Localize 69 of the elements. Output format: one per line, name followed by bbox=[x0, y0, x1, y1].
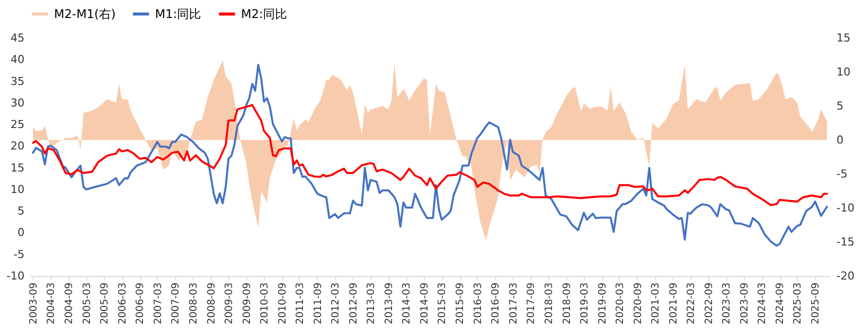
x-tick-label: 2011-03 bbox=[294, 282, 306, 324]
x-tick-label: 2020-03 bbox=[614, 282, 626, 324]
x-tick-label: 2025-09 bbox=[810, 282, 822, 324]
y-tick-label: 5 bbox=[18, 204, 24, 218]
y-tick-label: 10 bbox=[10, 182, 24, 196]
x-tick-label: 2011-09 bbox=[312, 282, 324, 324]
x-tick-label: 2016-03 bbox=[472, 282, 484, 324]
x-tick-label: 2018-09 bbox=[562, 282, 573, 324]
x-tick-label: 2006-03 bbox=[117, 282, 128, 324]
y-tick-label: 45 bbox=[10, 32, 24, 44]
y2-tick-label: 10 bbox=[836, 66, 850, 78]
y-tick-label: -5 bbox=[14, 248, 24, 261]
x-tick-label: 2005-03 bbox=[82, 282, 93, 324]
y2-tick-label: 5 bbox=[836, 100, 844, 112]
x-tick-label: 2022-03 bbox=[686, 282, 698, 324]
y-tick-label: 30 bbox=[10, 96, 24, 110]
x-tick-label: 2019-09 bbox=[597, 282, 608, 324]
x-tick-label: 2015-03 bbox=[437, 282, 448, 324]
x-tick-label: 2023-09 bbox=[739, 282, 750, 324]
x-tick-label: 2017-09 bbox=[526, 282, 538, 324]
y-tick-label: 40 bbox=[10, 53, 24, 66]
x-tick-label: 2009-03 bbox=[224, 282, 235, 324]
y-tick-label: 35 bbox=[10, 74, 24, 88]
x-tick-label: 2020-09 bbox=[632, 282, 644, 324]
line-series bbox=[32, 104, 828, 206]
x-tick-label: 2021-03 bbox=[650, 282, 662, 324]
x-tick-label: 2012-09 bbox=[348, 282, 360, 324]
x-tick-label: 2017-03 bbox=[508, 282, 520, 324]
x-tick-label: 2024-09 bbox=[775, 282, 786, 324]
x-tick-label: 2019-03 bbox=[579, 282, 590, 324]
y-tick-label: 0 bbox=[18, 226, 24, 240]
x-tick-label: 2021-09 bbox=[668, 282, 680, 324]
y-tick-label: 25 bbox=[10, 118, 24, 132]
x-tick-label: 2014-03 bbox=[402, 282, 413, 324]
x-tick-label: 2004-03 bbox=[46, 282, 58, 324]
x-tick-label: 2007-09 bbox=[170, 282, 182, 324]
x-tick-label: 2007-03 bbox=[152, 282, 164, 324]
x-tick-label: 2012-03 bbox=[330, 282, 342, 324]
y-tick-label: -10 bbox=[6, 270, 24, 282]
x-tick-label: 2015-09 bbox=[455, 282, 466, 324]
y-tick-label: 20 bbox=[10, 140, 24, 153]
legend-label: M1:同比 bbox=[155, 7, 202, 21]
x-tick-label: 2009-09 bbox=[242, 282, 253, 324]
x-tick-label: 2022-09 bbox=[704, 282, 715, 324]
x-tick-label: 2014-09 bbox=[420, 282, 431, 324]
x-tick-label: 2013-09 bbox=[384, 282, 396, 324]
x-tick-label: 2025-03 bbox=[792, 282, 804, 324]
x-tick-label: 2010-09 bbox=[277, 282, 288, 324]
x-tick-label: 2023-03 bbox=[722, 282, 733, 324]
y2-tick-label: -20 bbox=[836, 270, 854, 282]
x-tick-label: 2004-09 bbox=[64, 282, 76, 324]
y2-tick-label: 15 bbox=[836, 32, 850, 44]
x-tick-label: 2003-09 bbox=[28, 282, 40, 324]
x-tick-label: 2008-03 bbox=[188, 282, 200, 324]
x-tick-label: 2005-09 bbox=[100, 282, 111, 324]
y2-tick-label: -5 bbox=[836, 168, 848, 180]
x-tick-label: 2013-03 bbox=[366, 282, 378, 324]
legend-label: M2-M1(右) bbox=[54, 7, 116, 21]
x-tick-label: 2008-09 bbox=[206, 282, 218, 324]
x-tick-label: 2024-03 bbox=[757, 282, 768, 324]
y2-tick-label: 0 bbox=[836, 134, 844, 146]
legend-label: M2:同比 bbox=[241, 7, 288, 21]
y-tick-label: 15 bbox=[10, 161, 24, 174]
x-tick-label: 2018-03 bbox=[544, 282, 555, 324]
x-tick-label: 2016-09 bbox=[490, 282, 502, 324]
y2-tick-label: -15 bbox=[836, 236, 854, 248]
x-tick-label: 2010-03 bbox=[259, 282, 270, 324]
y2-tick-label: -10 bbox=[836, 202, 854, 214]
x-tick-label: 2006-09 bbox=[135, 282, 146, 324]
